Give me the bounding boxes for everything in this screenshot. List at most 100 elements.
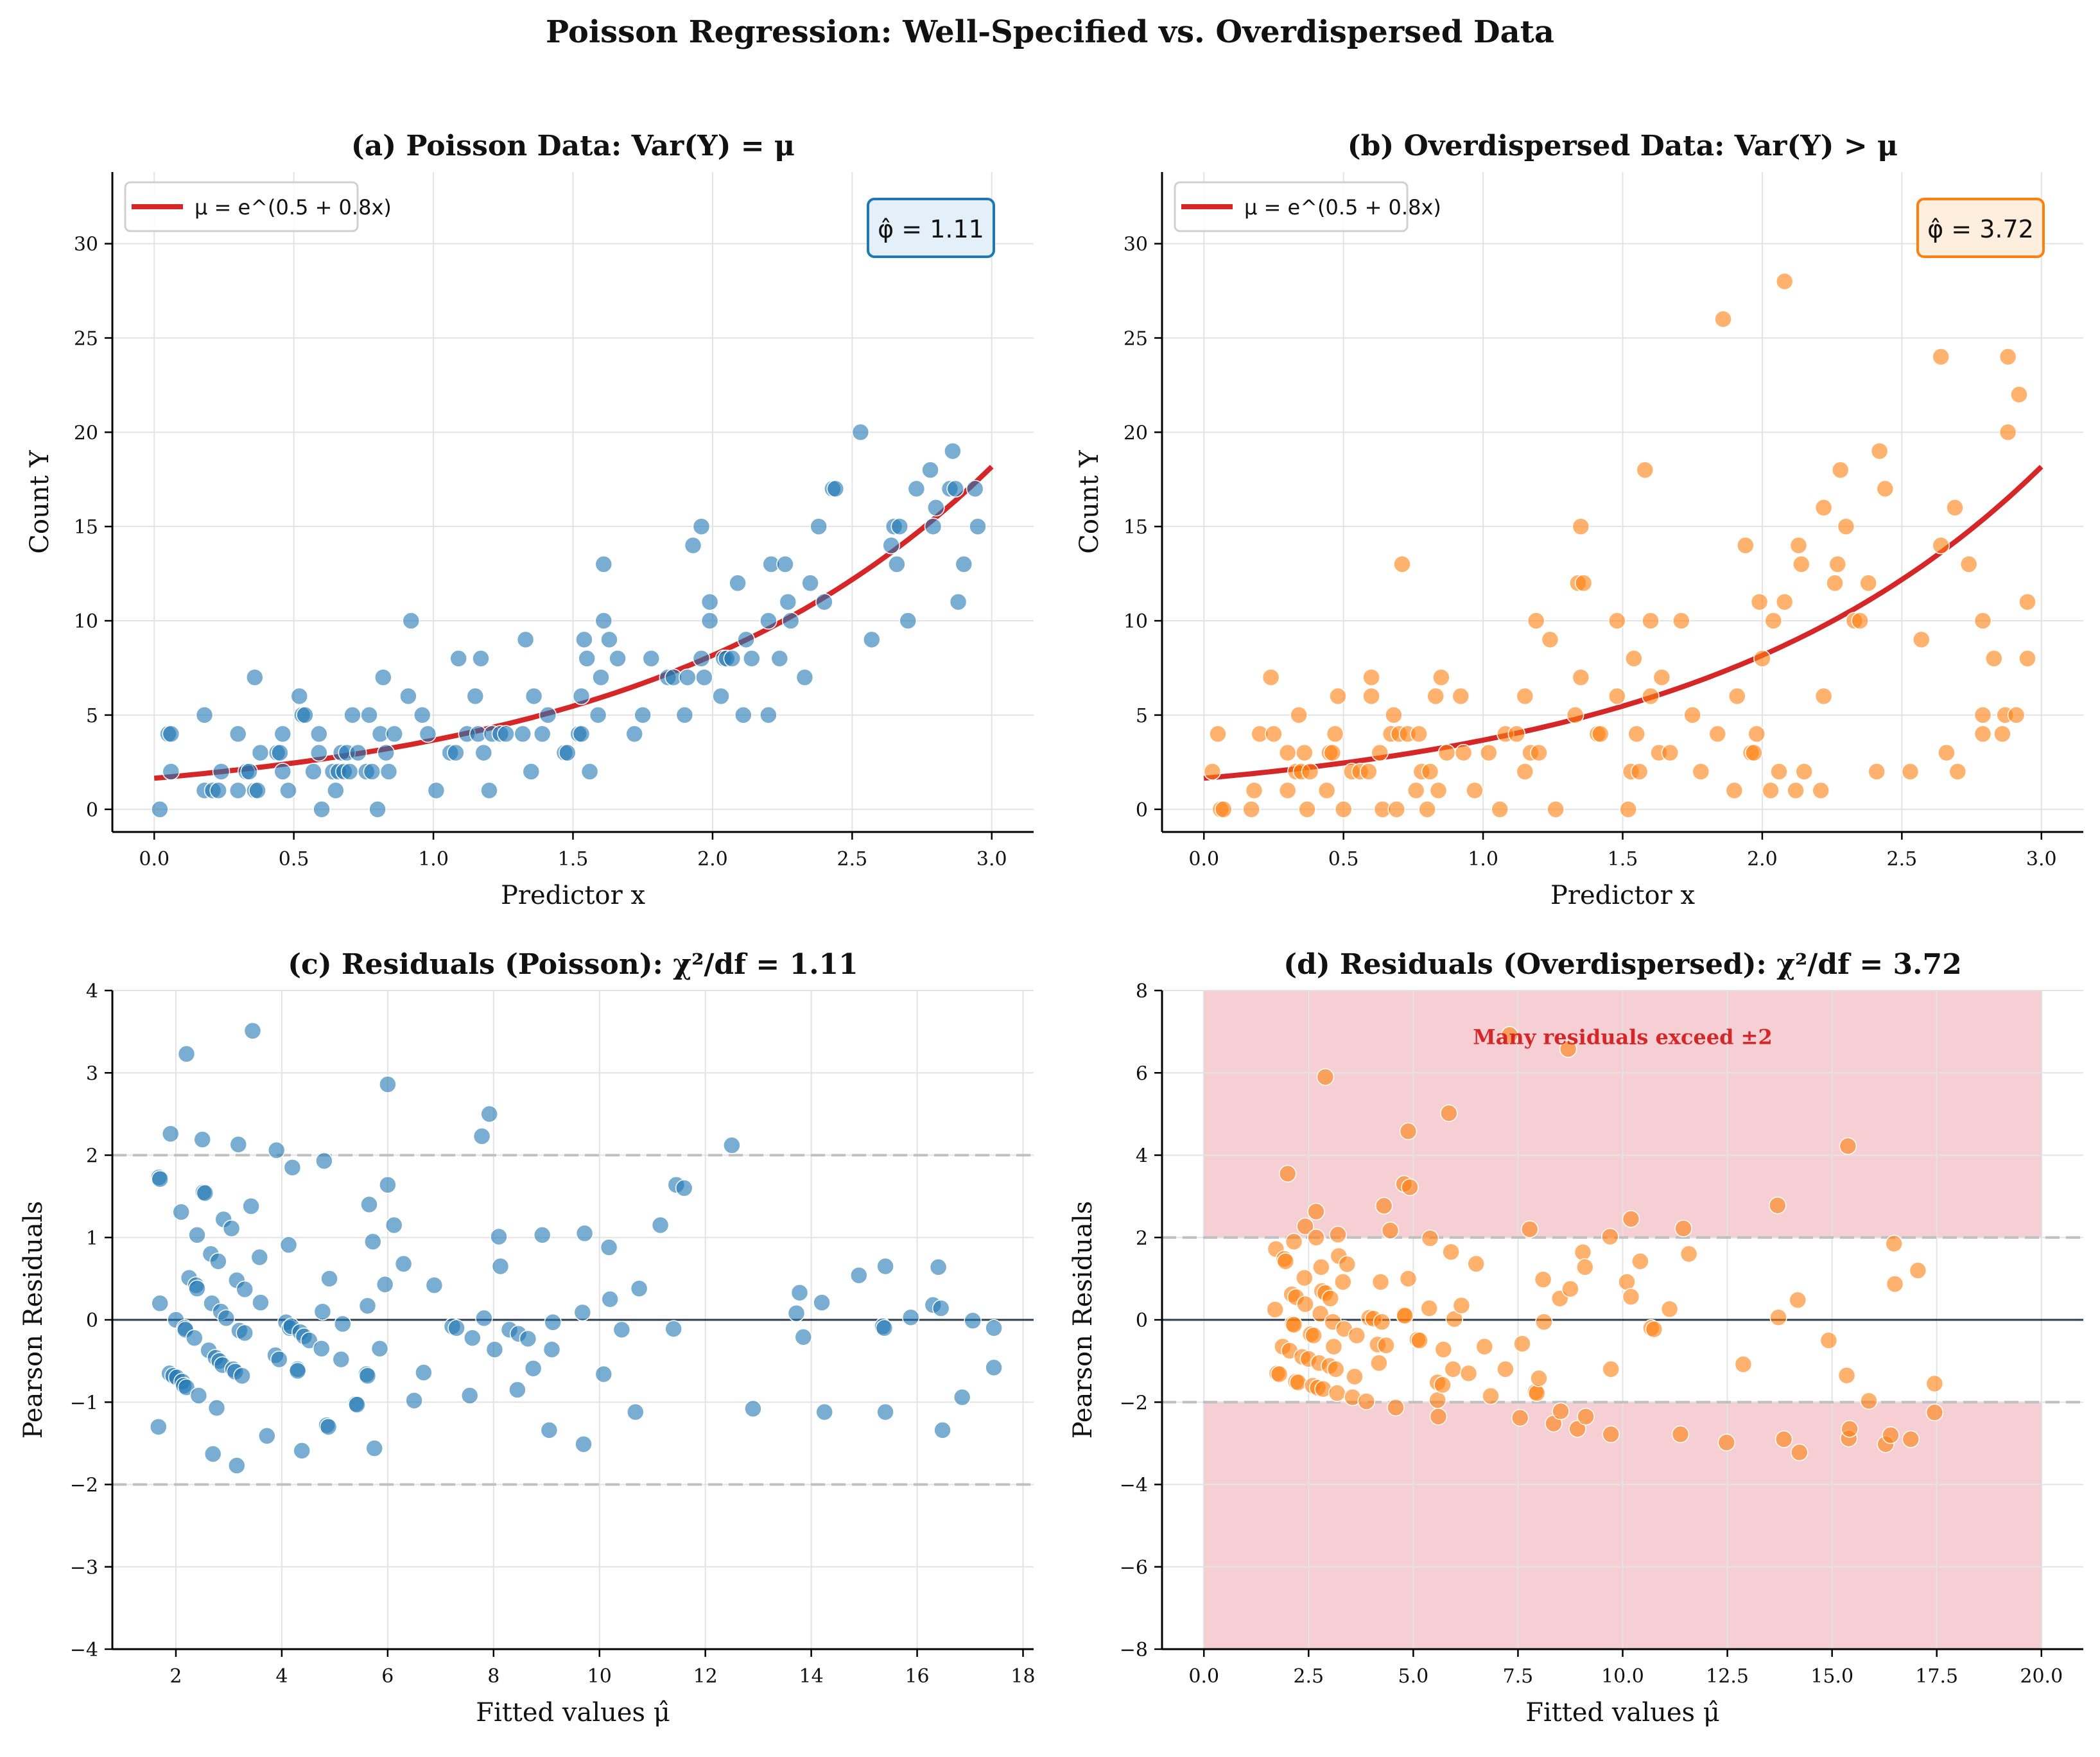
data-point [882,536,900,555]
data-point [1307,1202,1325,1221]
data-point [1278,1164,1297,1183]
y-tick-label: −4 [70,1639,98,1661]
data-point [787,1304,806,1322]
data-point [1334,1273,1352,1291]
x-tick-label: 2.5 [837,848,867,870]
data-point [222,1219,241,1238]
panel-b-legend: μ = e^(0.5 + 0.8x) [1174,181,1441,232]
data-point [542,1340,561,1358]
data-point [664,1320,682,1338]
panel-a-dispersion-text: φ̂ = 1.11 [878,215,984,243]
y-tick-label: 4 [1136,1145,1148,1168]
data-point [578,650,596,668]
data-point [1913,630,1931,649]
y-tick-label: 25 [1124,327,1148,350]
x-tick-label: 10.0 [1601,1665,1644,1688]
data-point [700,612,719,630]
y-tick-label: 30 [1124,234,1148,256]
data-point [385,1216,403,1234]
y-tick-label: 0 [86,1310,98,1332]
data-point [377,743,395,762]
data-point [781,612,800,630]
panel-c-title: (c) Residuals (Poisson): χ²/df = 1.11 [288,948,858,981]
data-point [580,763,599,781]
data-point [1770,763,1788,781]
data-point [524,1359,542,1378]
panel-a-title: (a) Poisson Data: Var(Y) = μ [351,130,795,162]
data-point [1491,801,1509,818]
data-point [273,725,292,743]
data-point [212,763,230,781]
data-point [1559,1040,1577,1058]
panel-d-title: (d) Residuals (Overdispersed): χ²/df = 3… [1283,948,1961,981]
data-point [759,706,777,724]
data-point [348,1396,366,1414]
data-point [1932,536,1950,555]
data-point [1725,781,1744,800]
data-point [1674,1219,1692,1238]
panel-b-ylabel: Count Y [1075,450,1104,554]
data-point [279,781,297,800]
data-point [385,725,403,743]
data-point [320,1270,338,1288]
data-point [826,480,845,498]
data-point [575,1435,593,1453]
y-tick-label: 3 [86,1062,98,1085]
data-point [955,555,973,573]
data-point [236,1324,254,1342]
data-point [1679,1245,1698,1263]
data-point [1561,1280,1579,1298]
data-point [177,1045,196,1063]
x-tick-label: 12.5 [1706,1665,1749,1688]
data-point [1608,612,1626,630]
data-point [425,1276,444,1294]
data-point [723,650,742,668]
data-point [449,650,467,668]
data-point [1520,1220,1539,1238]
data-point [1434,1376,1452,1394]
data-point [1399,1270,1418,1288]
data-point [533,725,551,743]
data-point [1636,461,1654,479]
data-point [1775,593,1794,611]
data-point [729,574,747,593]
data-point [1276,1252,1295,1270]
data-point [921,461,939,479]
data-point [1750,593,1769,611]
data-point [1507,725,1526,743]
data-point [1305,1326,1323,1345]
x-tick-label: 1.0 [1468,848,1498,870]
data-point [1601,1227,1619,1246]
data-point [1661,743,1679,762]
data-point [924,517,942,535]
data-point [575,630,593,649]
panel-a-xlabel: Predictor x [501,881,646,910]
data-point [1452,1296,1471,1315]
data-point [1814,687,1833,705]
data-point [1819,1331,1838,1349]
data-point [1362,687,1380,705]
x-tick-label: 20.0 [2020,1665,2063,1688]
data-point [1775,1430,1793,1448]
data-point [2007,706,2026,724]
data-point [1401,1178,1419,1197]
data-point [533,1226,551,1244]
x-tick-label: 2.5 [1293,1665,1324,1688]
data-point [1999,423,2017,442]
panel-b-dispersion-annotation: φ̂ = 3.72 [1916,198,2045,258]
x-tick-label: 2.0 [697,848,728,870]
data-point [1429,1407,1448,1426]
data-point [1622,1210,1640,1228]
data-point [150,1417,168,1436]
data-point [332,1350,351,1369]
panel-a-legend: μ = e^(0.5 + 0.8x) [124,181,392,232]
data-point [1851,612,1869,630]
data-point [188,1226,206,1244]
data-point [1985,650,2003,668]
data-point [1602,1360,1620,1378]
data-point [1500,1026,1519,1044]
data-point [475,1309,493,1328]
data-point [460,1387,479,1405]
data-point [315,1152,333,1170]
data-point [1387,1398,1405,1417]
